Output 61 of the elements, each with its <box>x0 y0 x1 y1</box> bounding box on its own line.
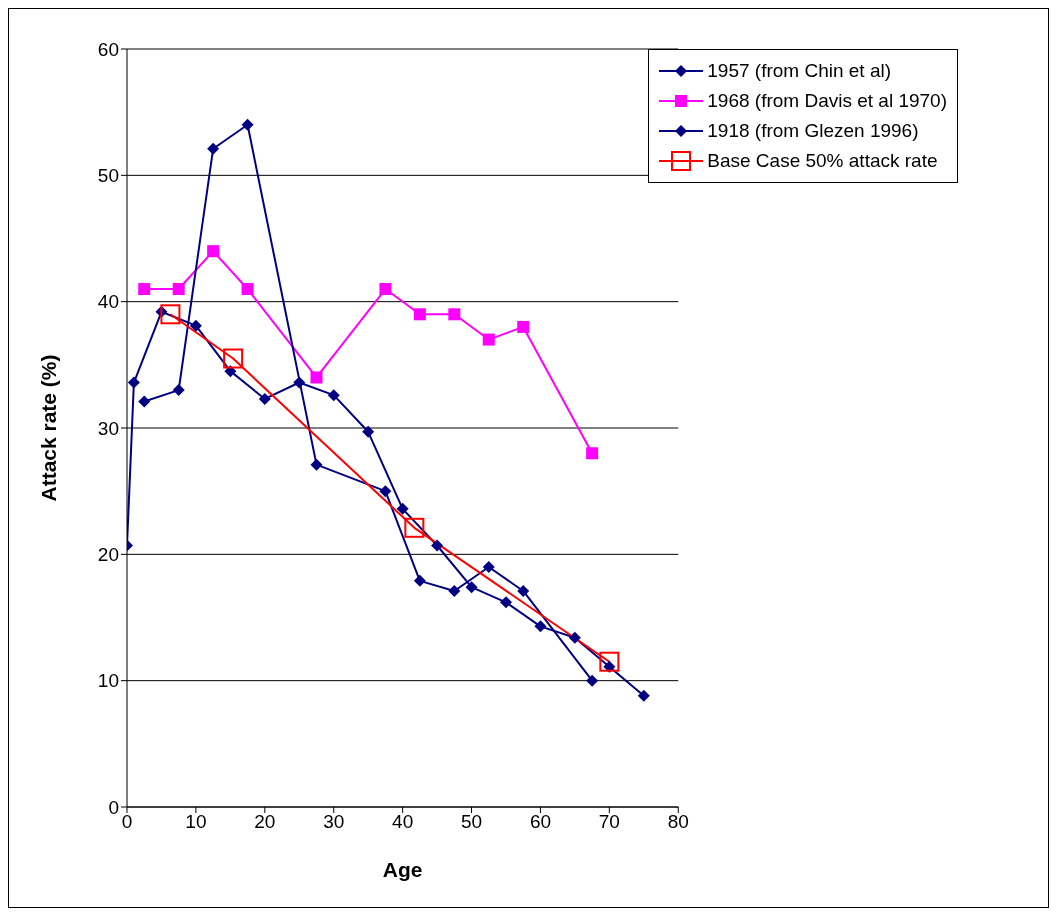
legend-label: 1957 (from Chin et al) <box>707 60 892 82</box>
legend-label: 1918 (from Glezen 1996) <box>707 120 919 142</box>
point <box>568 631 581 644</box>
y-tick-label: 0 <box>108 796 119 818</box>
point <box>431 539 444 552</box>
point <box>207 245 220 258</box>
point <box>189 319 202 332</box>
x-tick-label: 0 <box>121 811 133 833</box>
point <box>207 142 220 155</box>
x-tick-label: 20 <box>254 811 276 833</box>
point <box>172 283 185 296</box>
point <box>362 425 375 438</box>
point <box>138 283 151 296</box>
y-axis-title: Attack rate (%) <box>37 354 61 502</box>
point <box>241 118 254 131</box>
point <box>482 560 495 573</box>
x-tick-label: 60 <box>529 811 552 833</box>
point <box>465 581 478 594</box>
point <box>586 447 599 460</box>
point <box>241 283 254 296</box>
y-tick-label: 30 <box>97 417 119 439</box>
y-tick-label: 10 <box>97 670 119 692</box>
point <box>172 384 185 397</box>
point <box>379 283 392 296</box>
point <box>637 689 650 702</box>
point <box>223 348 244 369</box>
point <box>138 395 151 408</box>
x-tick-label: 10 <box>185 811 207 833</box>
x-tick-label: 40 <box>392 811 414 833</box>
legend-label: Base Case 50% attack rate <box>707 150 938 172</box>
point <box>293 376 306 389</box>
point <box>413 308 426 321</box>
point <box>599 651 620 672</box>
point <box>482 333 495 346</box>
legend-label: 1968 (from Davis et al 1970) <box>707 90 947 112</box>
point <box>310 458 323 471</box>
point <box>160 304 181 325</box>
x-axis-title: Age <box>382 858 423 881</box>
x-tick-label: 70 <box>598 811 620 833</box>
y-tick-label: 20 <box>97 544 119 566</box>
y-tick-label: 40 <box>97 291 119 313</box>
point <box>327 389 340 402</box>
point <box>586 674 599 687</box>
x-tick-label: 50 <box>460 811 483 833</box>
point <box>534 620 547 633</box>
point <box>500 596 512 609</box>
point <box>404 517 425 538</box>
point <box>310 371 323 384</box>
x-tick-label: 80 <box>667 811 689 833</box>
point <box>517 320 530 333</box>
y-tick-label: 60 <box>97 38 119 60</box>
point <box>258 392 271 405</box>
point <box>413 574 426 587</box>
point <box>517 584 530 597</box>
point <box>448 308 461 321</box>
point <box>127 376 140 389</box>
y-tick-label: 50 <box>97 165 119 187</box>
point <box>448 584 461 597</box>
x-tick-label: 30 <box>323 811 345 833</box>
point <box>379 485 392 498</box>
point <box>396 502 409 515</box>
